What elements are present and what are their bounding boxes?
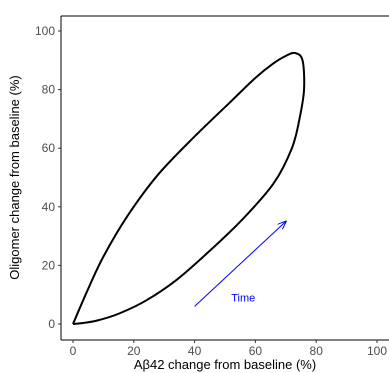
annotation-time-label: Time (231, 293, 255, 305)
y-tick-label: 100 (35, 24, 55, 38)
y-axis-ticks: 0 20 40 60 80 100 (35, 24, 61, 331)
series-line (72, 51, 306, 325)
x-tick-label: 60 (249, 344, 263, 358)
y-tick-label: 0 (48, 317, 55, 331)
y-tick-label: 80 (42, 83, 56, 97)
y-tick-label: 40 (42, 200, 56, 214)
y-tick-label: 60 (42, 141, 56, 155)
y-tick-label: 20 (42, 258, 56, 272)
time-arrow (194, 221, 286, 307)
x-tick-label: 40 (188, 344, 202, 358)
x-tick-label: 20 (127, 344, 141, 358)
x-axis-ticks: 0 20 40 60 80 100 (70, 340, 387, 358)
x-axis-title: Aβ42 change from baseline (%) (134, 357, 316, 372)
x-tick-label: 100 (367, 344, 387, 358)
x-tick-label: 0 (70, 344, 77, 358)
y-axis-title: Oligomer change from baseline (%) (7, 75, 22, 279)
x-tick-label: 80 (310, 344, 324, 358)
